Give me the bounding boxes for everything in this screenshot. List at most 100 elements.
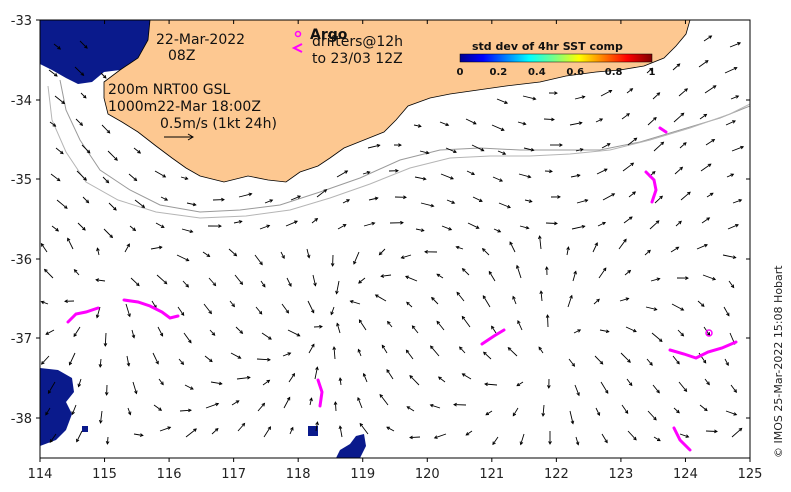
current-vector (337, 224, 347, 230)
drifter-tracks (66, 126, 738, 452)
current-vector (492, 176, 504, 182)
current-vector (374, 294, 387, 302)
current-vector (378, 248, 386, 256)
current-vector (235, 326, 244, 334)
current-vector (519, 225, 530, 230)
drifter-track (480, 328, 506, 346)
current-vector (626, 88, 634, 94)
current-vector (154, 170, 167, 178)
current-vector (157, 326, 164, 337)
current-vector (471, 144, 485, 152)
current-vector (209, 329, 216, 336)
current-vector (64, 299, 75, 304)
current-vector (732, 198, 743, 204)
current-vector (105, 436, 110, 445)
current-vector (703, 35, 713, 42)
current-vector (315, 421, 319, 432)
y-tick-label: -33 (11, 14, 32, 29)
current-vector (185, 428, 197, 438)
current-vector (95, 306, 101, 319)
current-vector (644, 249, 651, 256)
current-vector (415, 228, 425, 232)
current-vector (678, 88, 689, 97)
current-vector (386, 369, 394, 380)
current-vector (73, 326, 81, 338)
current-vector (80, 92, 87, 99)
current-vector (704, 378, 710, 386)
current-vector (538, 346, 544, 354)
legend-drifters-line1: drifters@12h (312, 34, 403, 50)
argo-legend-icon (294, 30, 302, 38)
current-vector (155, 222, 165, 228)
current-vector (40, 242, 48, 253)
current-vector (725, 120, 736, 126)
current-vector (437, 376, 446, 383)
current-vector (595, 118, 604, 123)
current-vector (722, 254, 737, 259)
current-vector (569, 410, 575, 425)
current-vector (453, 402, 467, 407)
current-vector (599, 329, 610, 334)
current-vector (262, 379, 271, 386)
current-vector (358, 277, 366, 284)
current-vector (132, 381, 138, 395)
legend-argo: Argo (310, 27, 348, 43)
current-vector (98, 358, 103, 368)
current-vector (724, 66, 738, 74)
current-vector (574, 95, 586, 100)
current-vector (176, 254, 190, 262)
current-vector (363, 221, 376, 227)
current-vector (368, 196, 379, 201)
current-vector (367, 143, 381, 149)
current-vector (49, 433, 57, 443)
current-vector (698, 60, 709, 68)
current-vector (569, 121, 583, 126)
current-vector (47, 381, 56, 394)
colorbar-tick-label: 0.2 (490, 67, 508, 78)
current-vector (601, 433, 608, 444)
current-vector (621, 404, 629, 414)
current-vector (625, 326, 637, 333)
current-vector (259, 224, 271, 230)
current-vector (498, 202, 511, 209)
current-vector (512, 295, 517, 305)
current-vector (730, 384, 737, 393)
current-vector (705, 138, 716, 146)
current-vector (406, 301, 413, 308)
x-tick-label: 115 (92, 467, 117, 482)
current-vector (236, 375, 251, 380)
current-vector (210, 381, 223, 386)
scale-arrow (164, 133, 194, 141)
current-vector (280, 251, 285, 260)
current-vector (547, 378, 551, 389)
current-vector (595, 407, 601, 417)
current-vector (290, 195, 302, 201)
current-vector (574, 384, 580, 397)
current-vector (675, 220, 682, 227)
current-vector (202, 251, 211, 258)
x-tick-label: 114 (28, 467, 53, 482)
current-vector (257, 402, 266, 412)
current-vector (283, 396, 291, 409)
current-vector (647, 116, 657, 126)
x-tick-label: 119 (350, 467, 375, 482)
current-vector (379, 393, 389, 406)
x-tick-label: 116 (157, 467, 182, 482)
current-vector (677, 329, 685, 337)
current-vector (204, 355, 213, 363)
current-vector (208, 277, 217, 287)
current-vector (400, 254, 412, 259)
current-vector (524, 199, 533, 203)
current-vector (286, 277, 292, 287)
current-vector (596, 168, 608, 175)
argo-float (705, 329, 713, 337)
current-vector (40, 355, 50, 365)
drifter-track (668, 340, 738, 360)
current-vector (405, 275, 418, 282)
current-vector (128, 173, 138, 182)
current-vector (544, 266, 549, 276)
current-vector (439, 121, 450, 127)
current-vector (51, 225, 60, 232)
current-vector (523, 147, 535, 152)
current-vector (76, 430, 83, 443)
